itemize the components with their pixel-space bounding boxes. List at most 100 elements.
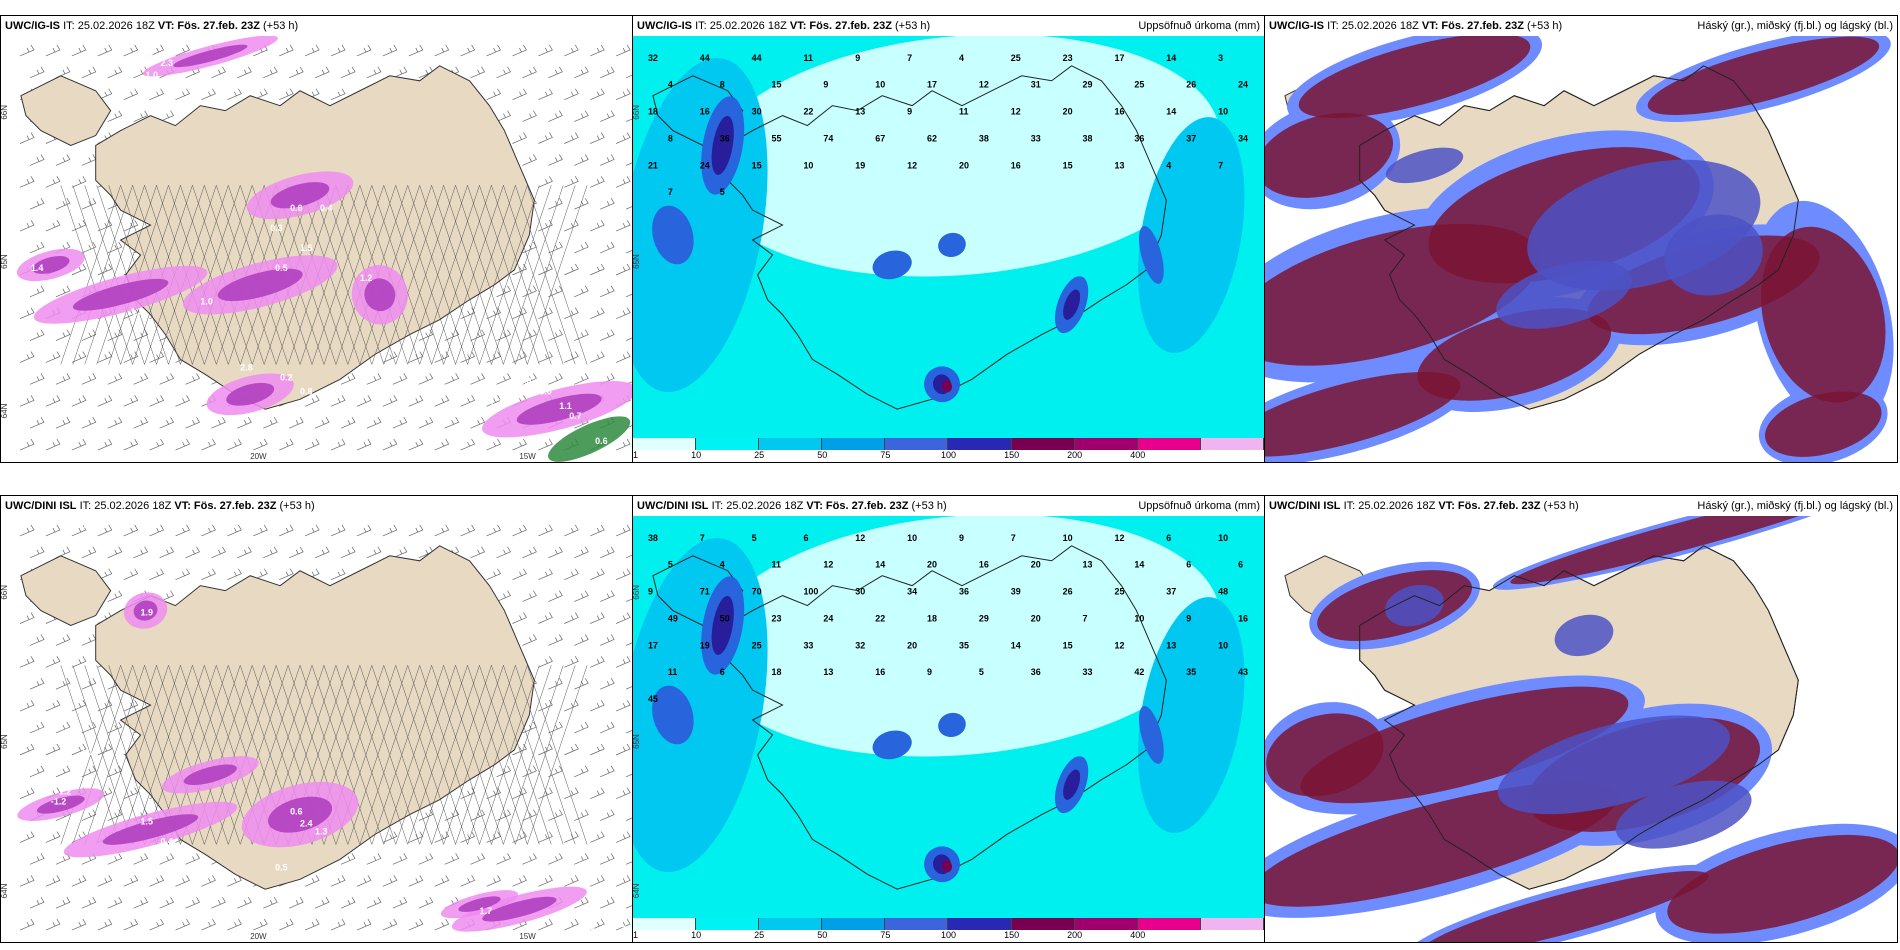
map-value: 16	[1238, 613, 1248, 623]
colorbar-swatch	[885, 918, 949, 930]
map-value: 25	[1011, 53, 1021, 63]
lat-label: 66N	[633, 585, 641, 600]
map-value: 4	[720, 560, 725, 570]
map-value: 16	[1114, 107, 1124, 117]
precip-light-area	[703, 36, 1221, 277]
colorbar-swatch	[1137, 438, 1201, 450]
cloud-map[interactable]	[1265, 36, 1897, 462]
colorbar-swatch	[948, 438, 1012, 450]
panel-header: UWC/DINI ISL IT: 25.02.2026 18Z VT: Fös.…	[633, 496, 1264, 516]
map-value: 12	[1114, 640, 1124, 650]
map-value: 5	[668, 560, 673, 570]
map-value: 6	[720, 667, 725, 677]
wind-westfjords	[20, 75, 112, 147]
map-value: 0.7	[569, 411, 581, 421]
coastline	[1359, 65, 1799, 410]
map-value: 0.4	[160, 836, 172, 846]
lead-time: (+53 h)	[911, 500, 947, 512]
lead-time: (+53 h)	[895, 20, 931, 32]
map-value: 0.3	[270, 223, 282, 233]
map-value: 0.6	[290, 203, 302, 213]
map-value: 35	[959, 640, 969, 650]
map-value: 34	[907, 587, 917, 597]
colorbar-tick: 10	[691, 930, 702, 940]
model-name: UWC/IG-IS	[5, 20, 60, 32]
map-value: 0.5	[275, 263, 287, 273]
map-value: 0.4	[519, 376, 531, 386]
valid-time: VT: Fös. 27.feb. 23Z	[1438, 500, 1541, 512]
cloud-map[interactable]	[1265, 516, 1897, 942]
precip-map[interactable]: 32 44 44 11 9 7 4 25 23 17 14 3 4 8 15 9 10 17 12 31 29 25 26 2…	[633, 36, 1264, 438]
map-value: 23	[1063, 53, 1073, 63]
colorbar-swatch	[822, 438, 886, 450]
map-value: 16	[979, 560, 989, 570]
map-value: 14	[875, 560, 885, 570]
map-value: 0.5	[275, 862, 287, 872]
map-value: 7	[668, 187, 673, 197]
map-value: -1.3	[579, 922, 594, 932]
map-value: 14	[1166, 53, 1176, 63]
map-value: 25	[1134, 80, 1144, 90]
lat-label: 65N	[633, 254, 641, 269]
map-value: 6	[1238, 560, 1243, 570]
map-value: 1.7	[479, 906, 491, 916]
map-value: 25	[1114, 587, 1124, 597]
map-value: 4	[959, 53, 964, 63]
colorbar-swatch	[1011, 918, 1075, 930]
map-value: 36	[1031, 667, 1041, 677]
map-value: 15	[1063, 160, 1073, 170]
colorbar-tick: 150	[1004, 930, 1020, 940]
colorbar-swatch	[1074, 918, 1138, 930]
panel-header: UWC/DINI ISL IT: 25.02.2026 18Z VT: Fös.…	[1265, 496, 1897, 516]
map-value: 74	[823, 133, 833, 143]
map-value: 36	[959, 587, 969, 597]
map-value: 39	[1011, 587, 1021, 597]
map-value: 9	[959, 533, 964, 543]
map-value: 10	[1134, 613, 1144, 623]
colorbar-tick: 400	[1130, 930, 1146, 940]
map-value: 9	[927, 667, 932, 677]
wind-map[interactable]: -1.9 1.9 1.1 2.9 -1.2 1.5 0.6 2.4 1.3 0.5 -1.2 1.4 1…	[1, 516, 632, 942]
mid-cloud	[1385, 147, 1763, 329]
map-value: 14	[1166, 107, 1176, 117]
colorbar-tick: 200	[1067, 450, 1083, 460]
panel-row1-cloud: UWC/IG-IS IT: 25.02.2026 18Z VT: Fös. 27…	[1264, 15, 1898, 463]
map-value: 34	[1238, 133, 1248, 143]
colorbar-swatch	[822, 918, 886, 930]
map-value: 22	[875, 613, 885, 623]
colorbar-tick: 25	[754, 930, 765, 940]
map-value: 5	[752, 533, 757, 543]
map-value: 13	[823, 667, 833, 677]
map-value: 10	[875, 80, 885, 90]
map-value: 14	[1134, 560, 1144, 570]
colorbar-swatch	[885, 438, 949, 450]
map-value: 15	[1063, 640, 1073, 650]
precip-map[interactable]: 38 7 5 6 12 10 9 7 10 12 6 10 5 4 11 12 14 20 16 20 13 14 6 6 9 7…	[633, 516, 1264, 918]
precip-values: 32 44 44 11 9 7 4 25 23 17 14 34 8 15 9 10 17 12 31 29 25 26 2…	[648, 53, 1248, 197]
map-value: 10	[907, 533, 917, 543]
map-value: 9	[1186, 613, 1191, 623]
colorbar-swatch	[1200, 918, 1264, 930]
map-value: -1.8	[619, 924, 632, 934]
map-value: 20	[1063, 107, 1073, 117]
map-value: 50	[720, 613, 730, 623]
map-value: 1.3	[131, 307, 143, 317]
map-value: 24	[700, 160, 710, 170]
panel-title: Uppsöfnuð úrkoma (mm)	[1138, 20, 1260, 32]
map-value: 1.7	[489, 398, 501, 408]
map-value: 0.6	[595, 436, 607, 446]
map-value: 1.2	[360, 273, 372, 283]
map-value: 17	[648, 640, 658, 650]
wind-map[interactable]: 2.8 2.3 1.0 0.3 0.6 0.4 0.5 1.5 1.2 0.4 1.7 3.0 1.1 0…	[1, 36, 632, 462]
init-time: IT: 25.02.2026 18Z	[79, 500, 172, 512]
map-value: 20	[927, 560, 937, 570]
map-value: 9	[907, 107, 912, 117]
map-value: 0.8	[400, 906, 412, 916]
map-value: 2.4	[300, 819, 312, 829]
map-value: 20	[1031, 613, 1041, 623]
map-value: 12	[1114, 533, 1124, 543]
map-value: 9	[648, 587, 653, 597]
colorbar-swatch	[759, 438, 823, 450]
colorbar-swatch	[1011, 438, 1075, 450]
map-value: 32	[855, 640, 865, 650]
